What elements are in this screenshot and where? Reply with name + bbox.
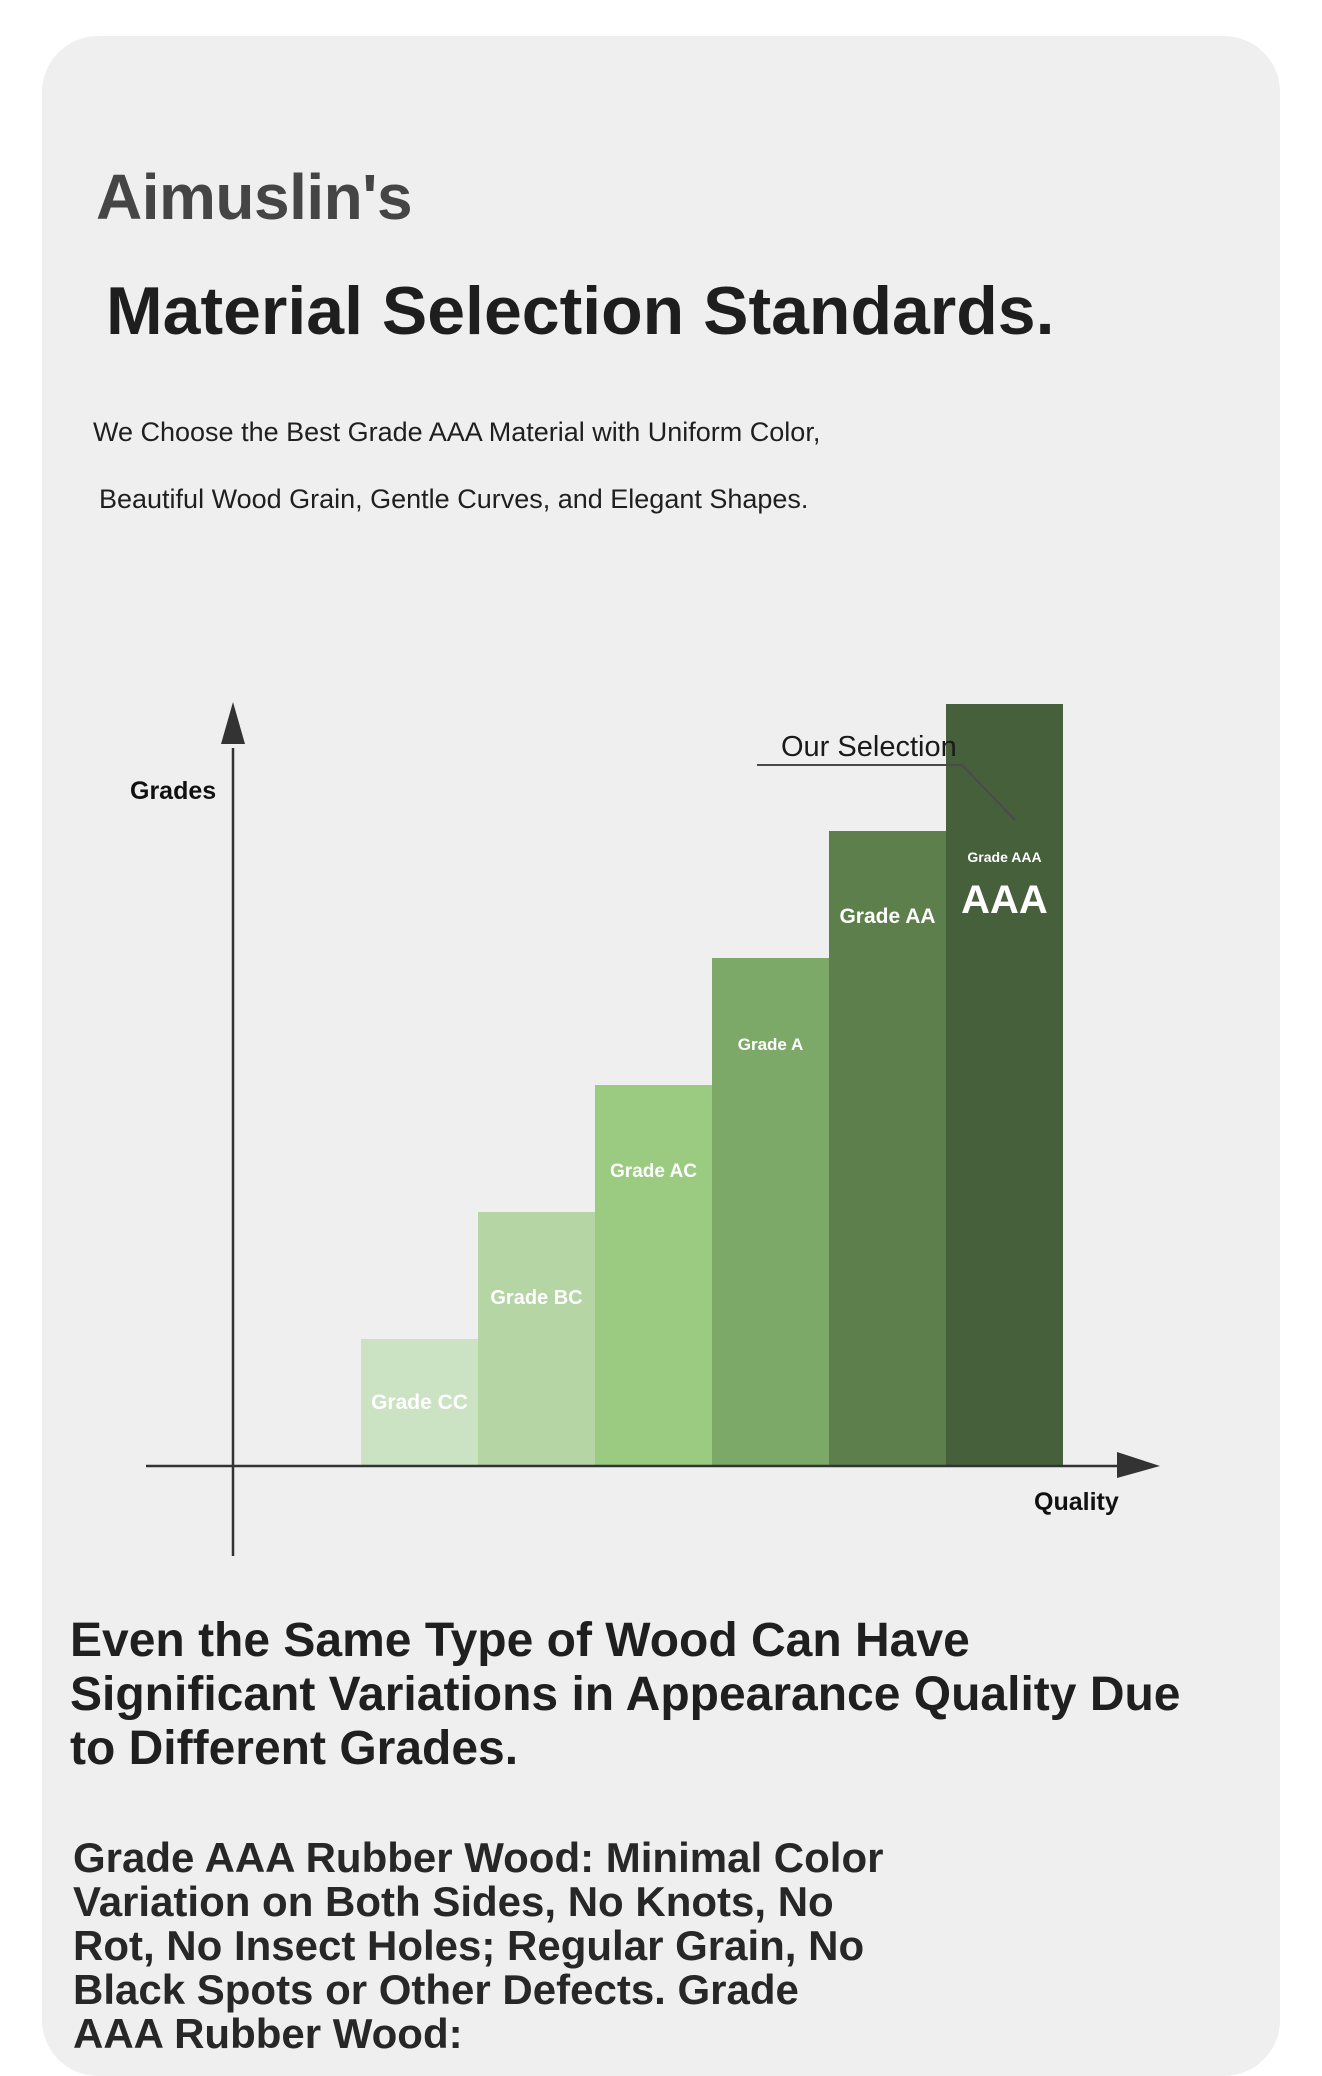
bar-grade-ac — [595, 1085, 712, 1466]
bar-grade-cc — [361, 1339, 478, 1466]
bar-label: Grade AA — [839, 905, 935, 928]
subtitle-line-2: Beautiful Wood Grain, Gentle Curves, and… — [99, 484, 809, 514]
bar-label: Grade BC — [490, 1287, 582, 1309]
grade-chart: Grade CC Grade BC Grade AC Grade A Grade AA G… — [130, 702, 1160, 1556]
callout-leader-line — [757, 764, 1016, 821]
bar-label: Grade A — [738, 1035, 804, 1054]
grade-aaa-description: Grade AAA Rubber Wood: Minimal Color Var… — [73, 1834, 884, 2057]
bar-grade-a — [712, 958, 829, 1466]
callout-label: Our Selection — [781, 731, 957, 763]
brand-name: Aimuslin's — [96, 161, 413, 233]
y-axis-label: Grades — [130, 777, 216, 805]
bar-label: Grade AAA — [967, 849, 1041, 865]
x-axis-arrow — [1117, 1452, 1160, 1478]
our-selection-callout: Our Selection — [757, 731, 1016, 821]
bar-grade-bc — [478, 1212, 595, 1466]
content-card — [42, 36, 1280, 2076]
bar-label: Grade AC — [610, 1161, 697, 1182]
bar-label: Grade CC — [371, 1391, 468, 1414]
y-axis-arrow — [221, 702, 245, 744]
chart-bars: Grade CC Grade BC Grade AC Grade A Grade AA G… — [361, 704, 1063, 1466]
x-axis-label: Quality — [1034, 1488, 1119, 1516]
page-title: Material Selection Standards. — [106, 273, 1055, 349]
bar-grade-aaa — [946, 704, 1063, 1466]
variation-paragraph: Even the Same Type of Wood Can Have Sign… — [70, 1614, 1181, 1775]
subtitle-line-1: We Choose the Best Grade AAA Material wi… — [93, 417, 821, 447]
bar-badge: AAA — [961, 878, 1048, 922]
bar-grade-aa — [829, 831, 946, 1466]
